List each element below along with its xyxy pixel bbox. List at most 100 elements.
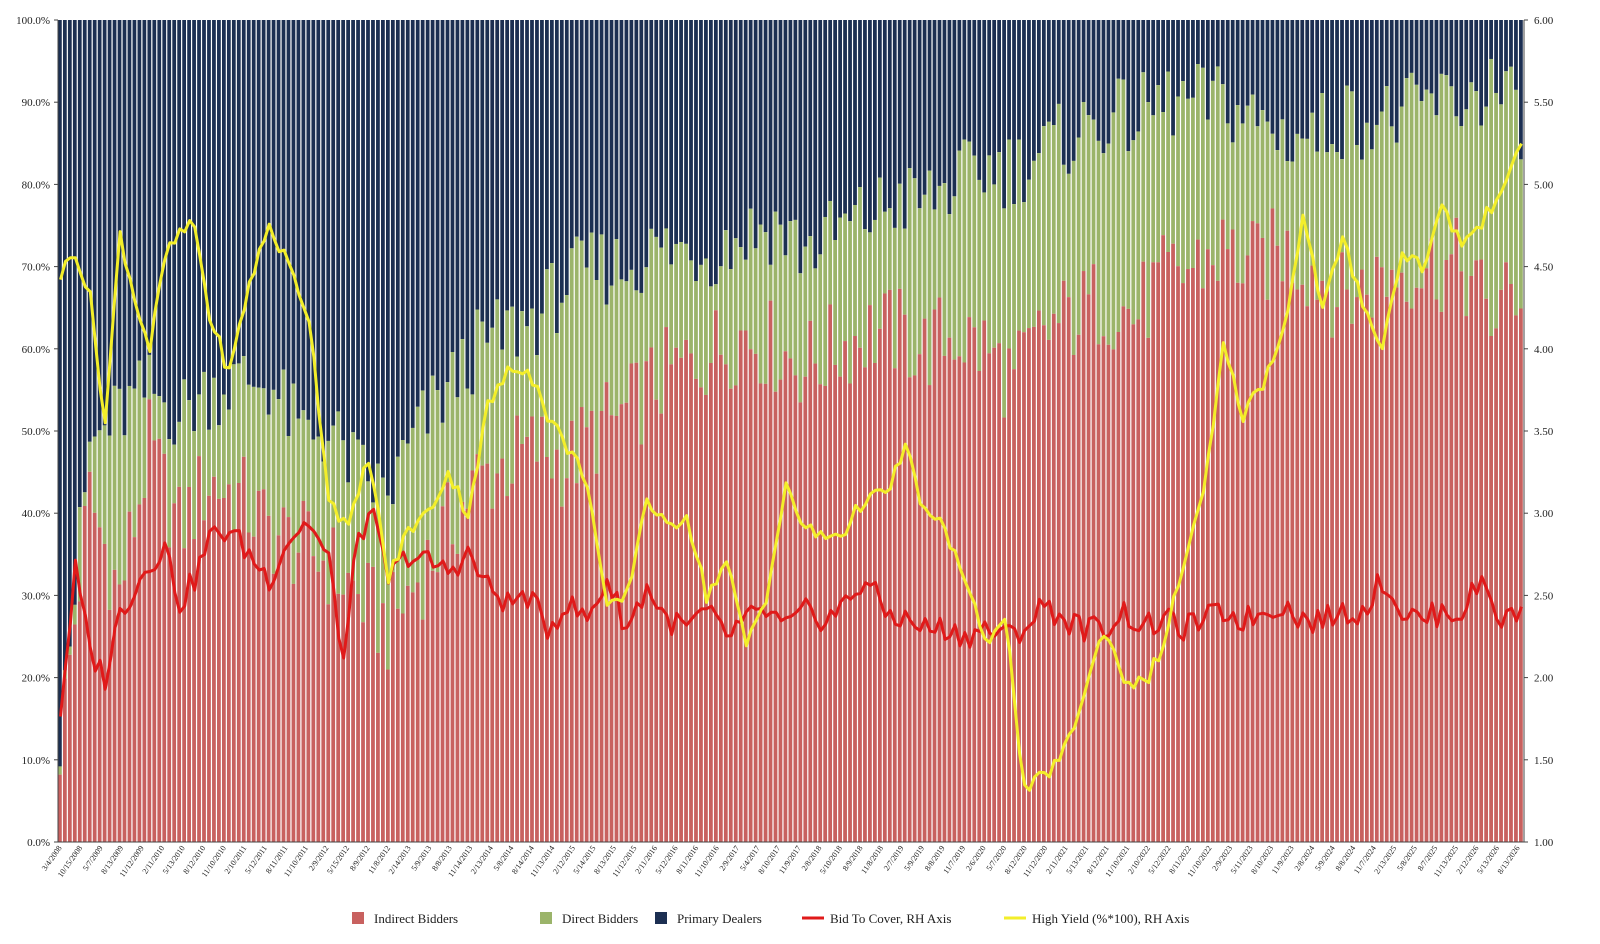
bar-primary-dealers [545, 20, 549, 270]
bar-indirect-bidders [545, 456, 549, 842]
bar-primary-dealers [599, 20, 604, 235]
bar-direct-bidders [212, 377, 216, 477]
bar-direct-bidders [629, 269, 634, 364]
bar-direct-bidders [1056, 103, 1061, 324]
bar-primary-dealers [1141, 20, 1146, 73]
bar-direct-bidders [1235, 105, 1240, 283]
bar-indirect-bidders [1290, 282, 1295, 842]
bar-direct-bidders [718, 266, 723, 355]
bar-primary-dealers [361, 20, 365, 445]
bar-indirect-bidders [977, 370, 982, 842]
bar-primary-dealers [942, 20, 947, 184]
bar-indirect-bidders [584, 427, 589, 842]
bar-primary-dealers [569, 20, 574, 249]
bar-indirect-bidders [1176, 266, 1180, 842]
bar-direct-bidders [704, 258, 708, 395]
bar-direct-bidders [1022, 202, 1026, 333]
bar-direct-bidders [858, 187, 862, 348]
bar-direct-bidders [1151, 115, 1156, 263]
bar-direct-bidders [217, 425, 221, 499]
bar-direct-bidders [500, 349, 505, 459]
bar-indirect-bidders [1315, 299, 1320, 843]
right-tick-label: 4.00 [1534, 344, 1554, 356]
bar-layer [58, 20, 1523, 843]
bar-indirect-bidders [465, 508, 470, 842]
bar-primary-dealers [1101, 20, 1106, 154]
right-tick-label: 3.00 [1534, 508, 1554, 520]
bar-indirect-bidders [1121, 306, 1126, 842]
bar-direct-bidders [202, 371, 206, 521]
bar-indirect-bidders [177, 486, 182, 842]
bar-indirect-bidders [1360, 269, 1364, 843]
bar-primary-dealers [1360, 20, 1364, 160]
bar-direct-bidders [291, 383, 296, 584]
bar-primary-dealers [783, 20, 788, 256]
bar-primary-dealers [728, 20, 733, 270]
bar-indirect-bidders [823, 385, 828, 842]
bar-indirect-bidders [515, 415, 519, 842]
bar-indirect-bidders [1260, 237, 1265, 842]
line-layer [59, 142, 1523, 792]
bar-direct-bidders [733, 238, 738, 386]
bar-primary-dealers [927, 20, 932, 171]
bar-direct-bidders [1394, 142, 1399, 288]
bar-direct-bidders [1205, 119, 1210, 250]
bar-direct-bidders [1345, 85, 1349, 290]
bar-indirect-bidders [475, 454, 480, 842]
bar-indirect-bidders [962, 362, 967, 842]
bar-direct-bidders [152, 393, 157, 441]
bar-direct-bidders [460, 339, 465, 502]
bar-primary-dealers [187, 20, 191, 401]
bar-direct-bidders [1350, 91, 1354, 324]
bar-indirect-bidders [271, 573, 276, 842]
bar-indirect-bidders [1041, 325, 1046, 842]
bar-direct-bidders [952, 196, 957, 360]
bar-direct-bidders [694, 281, 698, 379]
bar-primary-dealers [1519, 20, 1523, 160]
bar-direct-bidders [937, 185, 942, 298]
bar-indirect-bidders [813, 363, 818, 842]
bar-primary-dealers [1459, 20, 1464, 127]
bar-indirect-bidders [907, 377, 912, 842]
bar-indirect-bidders [748, 349, 753, 842]
bar-indirect-bidders [286, 517, 291, 842]
bar-indirect-bidders [346, 572, 350, 842]
bar-direct-bidders [594, 280, 599, 474]
bar-primary-dealers [1121, 20, 1126, 80]
bar-direct-bidders [286, 435, 291, 518]
bar-indirect-bidders [381, 603, 385, 842]
bar-primary-dealers [1111, 20, 1116, 113]
bar-direct-bidders [808, 236, 813, 321]
bar-indirect-bidders [713, 310, 718, 842]
bar-direct-bidders [753, 248, 758, 354]
bar-indirect-bidders [1245, 255, 1250, 843]
bar-indirect-bidders [371, 566, 375, 842]
bar-primary-dealers [858, 20, 862, 188]
bar-primary-dealers [236, 20, 241, 364]
bar-primary-dealers [1439, 20, 1444, 74]
bar-direct-bidders [306, 419, 311, 512]
bar-direct-bidders [296, 418, 301, 553]
bar-indirect-bidders [1141, 261, 1146, 842]
bar-primary-dealers [1051, 20, 1056, 126]
bar-indirect-bidders [877, 328, 882, 842]
bar-primary-dealers [1106, 20, 1111, 144]
bar-direct-bidders [664, 228, 669, 328]
bar-primary-dealers [803, 20, 808, 247]
legend-label: Direct Bidders [562, 911, 638, 926]
bar-indirect-bidders [87, 471, 92, 842]
bar-direct-bidders [992, 184, 997, 348]
bar-indirect-bidders [1389, 269, 1394, 842]
bar-direct-bidders [689, 260, 693, 354]
bar-primary-dealers [654, 20, 659, 237]
bar-direct-bidders [1424, 89, 1429, 269]
bar-indirect-bidders [609, 415, 614, 842]
bar-primary-dealers [818, 20, 823, 255]
bar-direct-bidders [167, 439, 172, 548]
bar-primary-dealers [1270, 20, 1275, 134]
bar-indirect-bidders [1230, 229, 1235, 842]
bar-primary-dealers [535, 20, 539, 356]
bar-indirect-bidders [261, 489, 266, 842]
bar-primary-dealers [221, 20, 226, 395]
bar-primary-dealers [440, 20, 445, 423]
